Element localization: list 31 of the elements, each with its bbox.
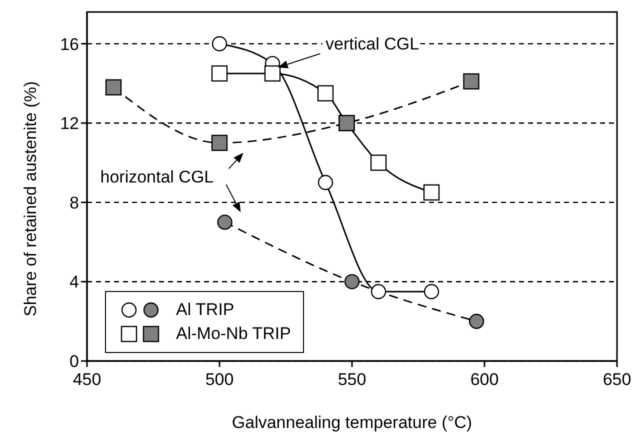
point — [217, 214, 232, 230]
x-axis-title: Galvannealing temperature (°C) — [232, 413, 472, 432]
y-tick-label: 12 — [60, 114, 79, 134]
legend-label: Al TRIP — [176, 300, 234, 320]
y-tick-label: 16 — [60, 34, 79, 54]
x-tick-label: 450 — [72, 370, 102, 390]
point — [423, 184, 440, 201]
point — [318, 174, 334, 190]
point — [370, 284, 386, 300]
point — [468, 314, 484, 329]
annotation: vertical CGL — [326, 34, 420, 54]
y-axis-title: Share of retained austenite (%) — [21, 81, 40, 316]
x-tick-label: 500 — [205, 370, 234, 390]
x-tick-label: 650 — [602, 370, 632, 390]
y-tick-label: 4 — [70, 272, 79, 292]
point — [212, 36, 228, 52]
point — [211, 65, 228, 82]
x-tick-label: 600 — [470, 370, 499, 390]
point — [463, 73, 480, 90]
legend-label: Al-Mo-Nb TRIP — [176, 324, 291, 344]
point — [317, 85, 334, 102]
annotation: horizontal CGL — [100, 168, 214, 187]
point — [264, 65, 281, 82]
point — [344, 274, 360, 290]
x-tick-label: 550 — [338, 370, 366, 390]
y-tick-label: 0 — [70, 352, 79, 372]
point — [424, 284, 440, 300]
y-tick-label: 8 — [70, 193, 79, 212]
point — [370, 154, 387, 171]
point — [211, 134, 228, 151]
point — [105, 79, 122, 96]
